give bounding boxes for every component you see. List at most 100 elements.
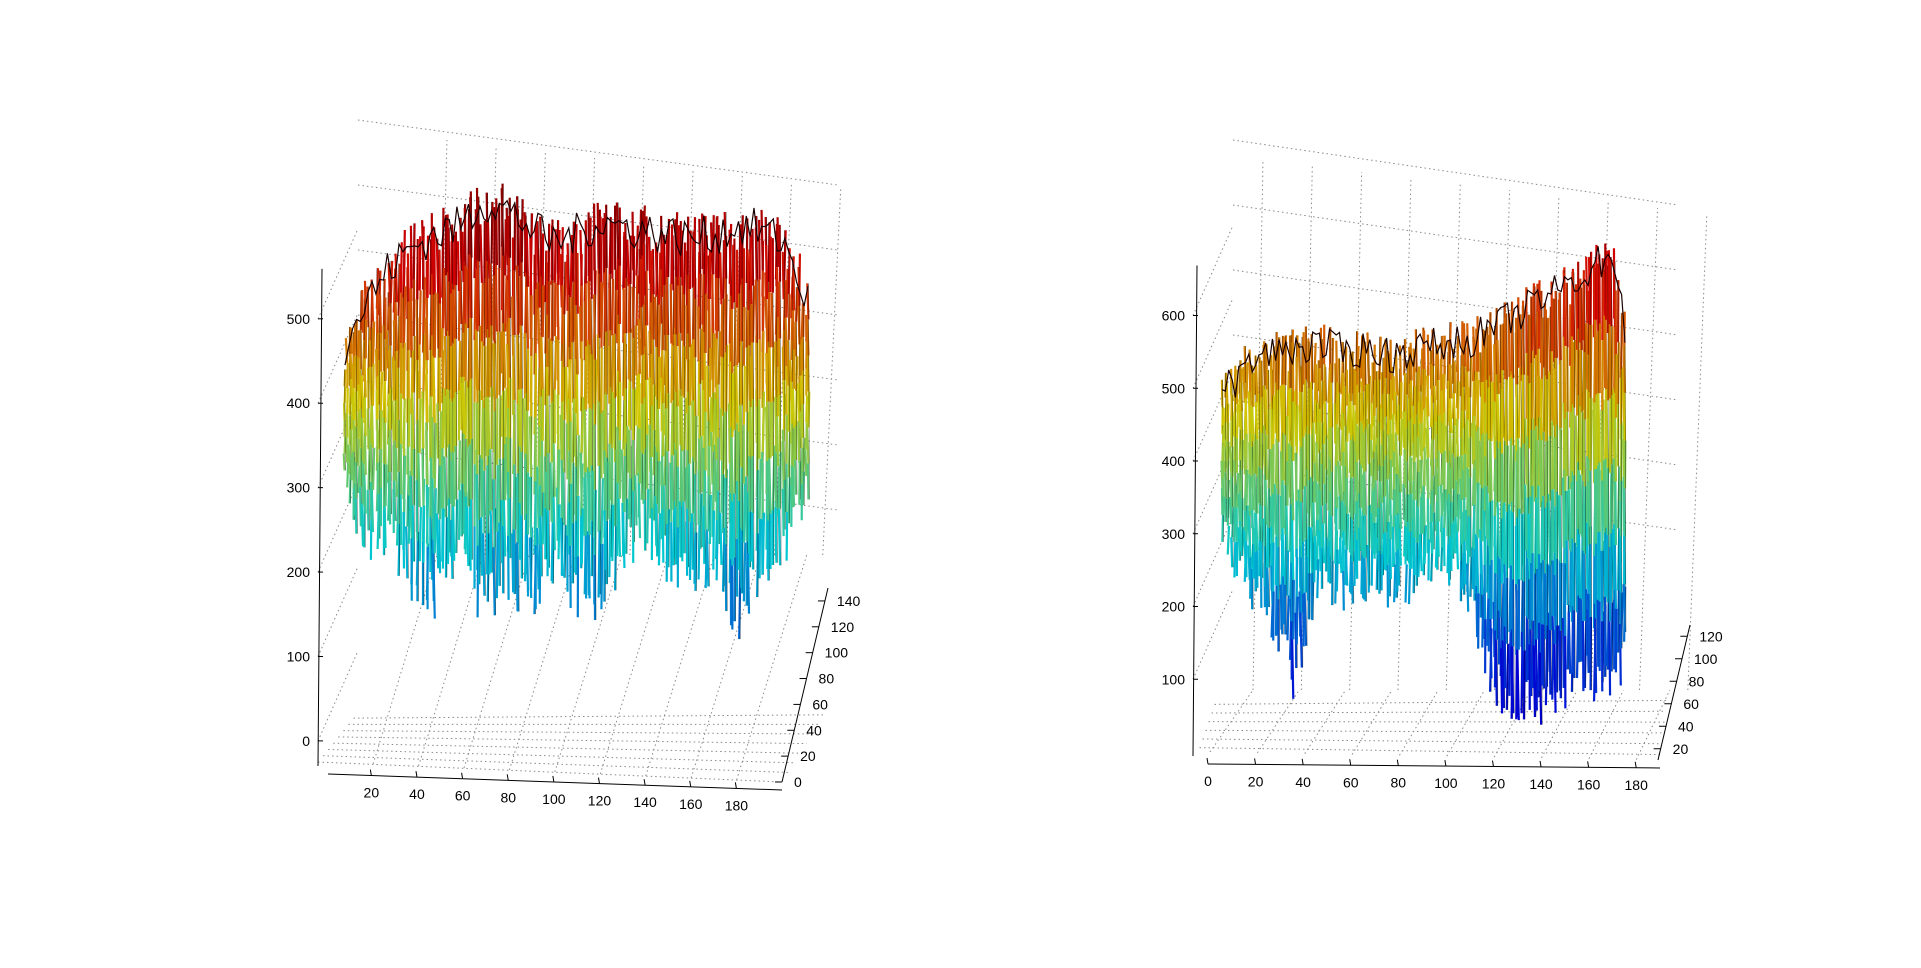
y-tick-label: 140	[837, 593, 861, 609]
surface-strip	[1331, 383, 1332, 428]
surface-strip	[396, 302, 397, 351]
surface-strip	[702, 436, 703, 492]
surface-strip	[788, 340, 789, 386]
surface-strip	[1595, 320, 1596, 395]
surface-strip	[676, 346, 677, 406]
surface-strip	[480, 224, 481, 283]
surface-strip	[1581, 599, 1582, 661]
surface-strip	[791, 382, 792, 424]
surface-strip	[601, 217, 602, 282]
surface-strip	[1541, 440, 1542, 501]
z-tick-label: 300	[287, 480, 311, 496]
surface-strip	[659, 461, 660, 513]
surface-strip	[1450, 433, 1451, 468]
surface-strip	[709, 299, 710, 348]
surface-strip	[439, 250, 440, 304]
surface-strip	[435, 293, 436, 358]
surface-strip	[404, 230, 405, 286]
surface-strip	[776, 452, 777, 507]
surface-strip	[497, 332, 498, 399]
surface-strip	[627, 240, 628, 287]
surface-strip	[629, 473, 630, 520]
surface-strip	[1482, 488, 1483, 541]
surface-strip	[1313, 423, 1314, 463]
surface-strip	[1458, 381, 1459, 419]
surface-strip	[1385, 417, 1386, 456]
surface-strip	[637, 376, 638, 426]
surface-strip	[551, 462, 552, 521]
surface-strip	[423, 334, 424, 391]
surface-strip	[1276, 537, 1277, 586]
surface-strip	[667, 451, 668, 509]
surface-strip	[1452, 524, 1453, 559]
surface-strip	[420, 290, 421, 344]
surface-strip	[1230, 447, 1231, 473]
surface-strip	[612, 392, 613, 448]
surface-strip	[604, 510, 605, 570]
surface-strip	[767, 461, 768, 521]
surface-strip	[1234, 542, 1235, 577]
surface-strip	[459, 291, 460, 341]
surface-strip	[713, 511, 714, 570]
surface-strip	[806, 396, 807, 423]
surface-strip	[1476, 586, 1477, 637]
surface-strip	[617, 427, 618, 483]
surface-strip	[1354, 441, 1355, 477]
surface-strip	[1368, 384, 1369, 424]
surface-strip	[699, 439, 700, 494]
surface-strip	[373, 448, 374, 490]
surface-strip	[439, 357, 440, 411]
surface-strip	[585, 409, 586, 472]
surface-strip	[775, 507, 776, 562]
surface-strip	[442, 328, 443, 388]
surface-strip	[372, 490, 373, 532]
surface-strip	[766, 353, 767, 407]
floor-gridline-y	[323, 756, 788, 773]
surface-strip	[1292, 461, 1293, 520]
surface-strip	[508, 472, 509, 536]
z-axis-line	[318, 269, 322, 766]
surface-strip	[690, 231, 691, 289]
surface-strip	[434, 227, 435, 292]
surface-strip	[521, 389, 522, 452]
surface-strip	[1573, 408, 1574, 476]
surface-strip	[453, 506, 454, 560]
surface-strip	[1384, 497, 1385, 534]
surface-strip	[1529, 514, 1530, 579]
surface-strip	[1352, 562, 1353, 604]
surface-strip	[1427, 417, 1428, 458]
surface-strip	[496, 198, 497, 265]
surface-strip	[527, 225, 528, 287]
surface-strip	[1512, 646, 1513, 713]
surface-strip	[1495, 459, 1496, 516]
surface-strip	[1450, 398, 1451, 433]
z-tick-label: 500	[287, 311, 311, 327]
surface-strip	[1273, 395, 1274, 444]
surface-strip	[527, 287, 528, 349]
surface-strip	[777, 267, 778, 317]
surface-strip	[427, 485, 428, 547]
surface-strip	[437, 404, 438, 459]
surface-strip	[347, 463, 348, 488]
surface-strip	[1393, 414, 1394, 452]
surface-strip	[1256, 365, 1257, 402]
surface-strip	[1553, 489, 1554, 553]
surface-strip	[675, 507, 676, 565]
surface-strip	[346, 438, 347, 463]
floor-gridline-y	[338, 737, 806, 744]
surface-strip	[744, 307, 745, 366]
surface-1	[344, 184, 810, 639]
surface-strip	[494, 275, 495, 343]
surface-strip	[518, 404, 519, 473]
surface-strip	[1500, 559, 1501, 618]
surface-strip	[738, 432, 739, 501]
surface-strip	[444, 275, 445, 335]
z-tick-label: 300	[1162, 526, 1186, 542]
surface-strip	[601, 478, 602, 543]
surface-strip	[373, 364, 374, 406]
left-wall-gridline	[318, 482, 358, 572]
surface-strip	[1467, 467, 1468, 515]
x-tick-label: 140	[1529, 776, 1553, 792]
